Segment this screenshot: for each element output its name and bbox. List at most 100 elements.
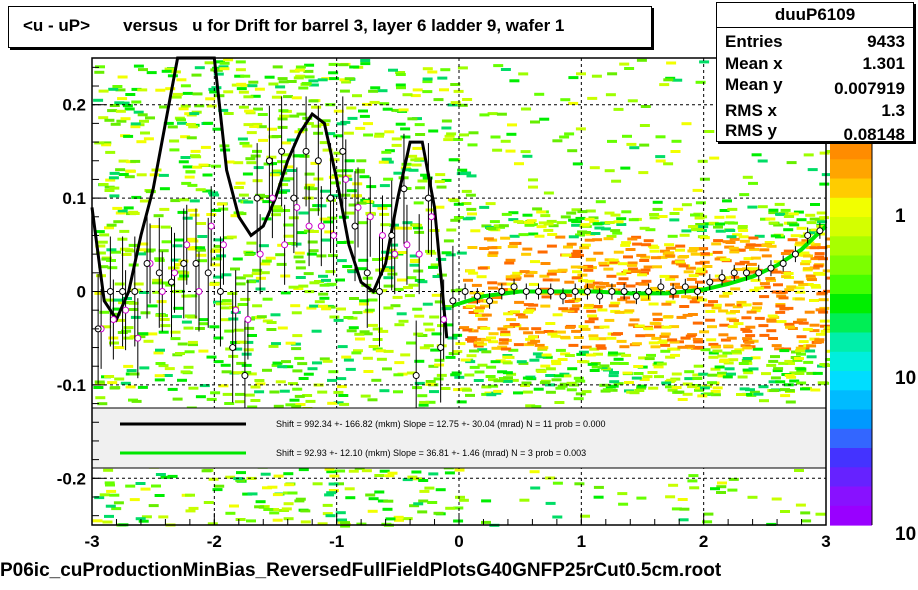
- profile-point-magenta: [158, 288, 166, 295]
- legend-text: Shift = 92.93 +- 12.10 (mkm) Slope = 36.…: [276, 448, 586, 458]
- profile-point-magenta: [256, 250, 264, 258]
- colorbar-cell: [830, 351, 872, 372]
- colorbar-cell: [830, 409, 872, 430]
- profile-point-black: [816, 227, 824, 235]
- profile-point-black: [522, 288, 530, 295]
- profile-point-black: [265, 157, 273, 165]
- profile-point-magenta: [122, 306, 130, 314]
- colorbar-cell: [830, 197, 872, 218]
- profile-point-magenta: [305, 222, 313, 230]
- profile-point-magenta: [293, 203, 301, 211]
- profile-point-black: [437, 344, 445, 352]
- colorbar-cell: [830, 390, 872, 411]
- colorbar-cell: [830, 505, 872, 526]
- profile-point-black: [596, 292, 604, 300]
- axes: -3 -2 -1 0 1 2 3 -0.2 -0.1 0 0.1 0.2: [57, 66, 831, 551]
- profile-point-black: [461, 288, 469, 295]
- stats-value: 0.007919: [834, 79, 905, 98]
- profile-point-black: [498, 288, 506, 295]
- profile-point-black: [290, 194, 298, 202]
- profile-point-black: [155, 269, 163, 277]
- colorbar-cell: [830, 313, 872, 334]
- chart-title: <u - uP> versus u for Drift for barrel 3…: [23, 16, 565, 35]
- x-tick-label: 2: [699, 532, 708, 551]
- profile-point-black: [742, 269, 750, 277]
- profile-point-black: [804, 231, 812, 239]
- colorbar-cell: [830, 467, 872, 488]
- profile-point-black: [106, 288, 114, 295]
- y-tick-label: 0.2: [62, 96, 86, 115]
- grid-lines: [92, 58, 826, 525]
- colorbar-cell: [830, 236, 872, 257]
- stats-label: RMS y: [725, 121, 777, 140]
- fit-curve-green: [452, 224, 828, 308]
- profile-point-magenta: [378, 231, 386, 239]
- colorbar-label: 10: [895, 368, 916, 389]
- stats-box: duuP6109 Entries 9433 Mean x 1.301 Mean …: [716, 2, 914, 144]
- profile-point-black: [706, 278, 714, 286]
- profile-point-magenta: [109, 316, 117, 324]
- profile-point-black: [669, 288, 677, 295]
- profile-point-black: [339, 147, 347, 155]
- colorbar-label: 1: [895, 206, 906, 227]
- x-tick-label: 1: [577, 532, 586, 551]
- profile-point-black: [168, 278, 176, 286]
- fit-legend: Shift = 992.34 +- 166.82 (mkm) Slope = 1…: [91, 407, 827, 469]
- y-tick-label: 0: [77, 283, 86, 302]
- profile-point-black: [510, 283, 518, 291]
- legend-box: [91, 407, 827, 469]
- stats-value: 0.08148: [843, 125, 905, 144]
- profile-point-black: [278, 147, 286, 155]
- profile-point-black: [547, 288, 555, 295]
- profile-point-magenta: [330, 231, 338, 239]
- profile-point-black: [119, 288, 127, 295]
- profile-point-black: [192, 259, 200, 267]
- legend-text: Shift = 992.34 +- 166.82 (mkm) Slope = 1…: [276, 419, 606, 429]
- stats-row-rms-y: RMS y 0.08148: [725, 121, 905, 144]
- colorbar-cell: [830, 332, 872, 353]
- profile-point-black: [375, 288, 383, 295]
- profile-point-magenta: [427, 213, 435, 221]
- y-tick-label: -0.1: [57, 376, 86, 395]
- profile-point-black: [351, 222, 359, 230]
- profile-point-black: [216, 288, 224, 295]
- colorbar-cell: [830, 178, 872, 199]
- profile-point-black: [608, 288, 616, 295]
- x-tick-label: -2: [207, 532, 222, 551]
- profile-point-magenta: [403, 241, 411, 249]
- stats-value: 1.3: [881, 101, 905, 120]
- profile-point-black: [229, 344, 237, 352]
- profile-point-black: [583, 288, 591, 295]
- stats-row-mean-x: Mean x 1.301: [725, 54, 905, 74]
- profile-point-black: [632, 292, 640, 300]
- stats-label: Mean y: [725, 75, 783, 94]
- colorbar-cell: [830, 274, 872, 295]
- profile-point-black: [535, 288, 543, 295]
- profile-point-black: [767, 264, 775, 272]
- colorbar-cell: [830, 294, 872, 314]
- stats-row-entries: Entries 9433: [725, 32, 905, 52]
- profile-point-black: [559, 292, 567, 300]
- x-tick-label: -3: [84, 532, 99, 551]
- profile-point-black: [302, 147, 310, 155]
- profile-point-black: [388, 231, 396, 239]
- profile-point-black: [204, 269, 212, 277]
- profile-point-black: [571, 288, 579, 295]
- stats-row-mean-y: Mean y 0.007919: [725, 75, 905, 98]
- profile-point-magenta: [415, 250, 423, 258]
- colorbar: 110100: [830, 50, 917, 545]
- profile-point-magenta: [195, 288, 203, 295]
- profile-point-magenta: [232, 306, 240, 314]
- profile-point-black: [645, 288, 653, 295]
- profile-point-black: [473, 292, 481, 300]
- colorbar-cell: [830, 140, 872, 160]
- profile-point-black: [131, 288, 139, 295]
- profile-point-black: [180, 259, 188, 267]
- profile-points: [94, 96, 824, 431]
- profile-point-magenta: [281, 241, 289, 249]
- profile-point-black: [681, 283, 689, 291]
- profile-point-magenta: [268, 194, 276, 202]
- profile-point-magenta: [317, 222, 325, 230]
